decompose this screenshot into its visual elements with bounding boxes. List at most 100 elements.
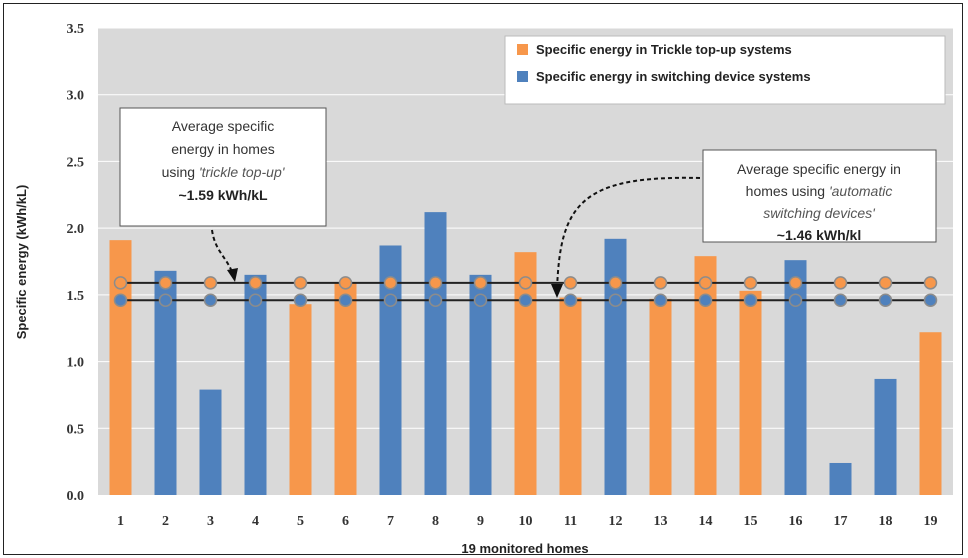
average-marker xyxy=(923,276,938,290)
legend: Specific energy in Trickle top-up system… xyxy=(504,35,946,105)
bar-trickle-home-11 xyxy=(559,297,582,495)
x-tick-label: 3 xyxy=(207,514,214,529)
x-tick-label: 18 xyxy=(879,514,893,529)
annotation-line: Average specific energy in xyxy=(737,161,901,177)
average-marker xyxy=(203,293,218,307)
average-marker xyxy=(248,293,263,307)
bar-trickle-home-10 xyxy=(514,252,537,495)
y-tick-label: 3.5 xyxy=(67,22,85,37)
annotation-line: Average specific xyxy=(172,118,274,134)
annotation-box-switching xyxy=(702,149,937,243)
annotation-line: homes using xyxy=(746,183,829,199)
average-marker xyxy=(293,293,308,307)
average-marker xyxy=(788,276,803,290)
average-marker xyxy=(743,293,758,307)
x-tick-label: 7 xyxy=(387,514,394,529)
x-tick-label: 1 xyxy=(117,514,124,529)
annotation-switching: Average specific energy in homes using 'a… xyxy=(551,149,937,298)
annotation-text-switching: Average specific energy in homes using 'a… xyxy=(737,161,901,243)
y-tick-label: 0.0 xyxy=(67,489,85,504)
y-tick-label: 1.5 xyxy=(67,289,85,304)
x-tick-label: 5 xyxy=(297,514,304,529)
annotation-line: switching devices' xyxy=(763,205,876,221)
bar-switching-home-16 xyxy=(784,260,807,495)
average-marker xyxy=(428,293,443,307)
average-marker xyxy=(473,276,488,290)
x-tick-label: 2 xyxy=(162,514,169,529)
average-marker xyxy=(383,276,398,290)
average-marker xyxy=(113,293,128,307)
x-tick-label: 14 xyxy=(699,514,713,529)
annotation-line: 'trickle top-up' xyxy=(199,164,286,180)
bar-switching-home-7 xyxy=(379,245,402,495)
reference-lines xyxy=(113,276,938,307)
annotation-arrowhead-trickle xyxy=(227,268,238,282)
average-marker xyxy=(788,293,803,307)
x-tick-label: 10 xyxy=(519,514,533,529)
average-marker xyxy=(473,293,488,307)
annotation-box-trickle xyxy=(119,107,327,227)
x-tick-label: 17 xyxy=(834,514,848,529)
x-tick-label: 12 xyxy=(609,514,623,529)
bar-switching-home-9 xyxy=(469,274,492,495)
average-marker xyxy=(653,276,668,290)
annotation-line: ~1.59 kWh/kL xyxy=(178,187,268,203)
legend-label-trickle: Specific energy in Trickle top-up system… xyxy=(536,42,792,57)
average-marker xyxy=(878,293,893,307)
legend-swatch-trickle xyxy=(517,44,528,55)
x-tick-label: 6 xyxy=(342,514,349,529)
average-marker xyxy=(698,276,713,290)
y-tick-label: 3.0 xyxy=(67,89,85,104)
average-marker xyxy=(698,293,713,307)
bars xyxy=(109,212,942,496)
y-tick-label: 2.0 xyxy=(67,222,85,237)
legend-swatch-switching xyxy=(517,71,528,82)
average-marker xyxy=(833,293,848,307)
average-marker xyxy=(743,276,758,290)
x-tick-label: 8 xyxy=(432,514,439,529)
annotation-arrow-switching xyxy=(556,176,701,291)
annotation-text-trickle: Average specific energy in homes using 'tr… xyxy=(162,118,286,203)
average-marker xyxy=(248,276,263,290)
bar-switching-home-4 xyxy=(244,274,267,495)
bar-switching-home-2 xyxy=(154,270,177,495)
y-axis-label: Specific energy (kWh/kL) xyxy=(14,185,29,340)
bar-trickle-home-14 xyxy=(694,256,717,495)
average-marker xyxy=(563,276,578,290)
legend-box xyxy=(504,35,946,105)
y-tick-labels: 0.0 0.5 1.0 1.5 2.0 2.5 3.0 3.5 xyxy=(67,22,85,504)
legend-label-switching: Specific energy in switching device syst… xyxy=(536,69,811,84)
bar-switching-home-3 xyxy=(199,389,222,495)
bar-switching-home-8 xyxy=(424,212,447,496)
average-marker xyxy=(158,293,173,307)
bar-trickle-home-15 xyxy=(739,290,762,495)
x-tick-label: 11 xyxy=(564,514,577,529)
average-marker xyxy=(113,276,128,290)
average-marker xyxy=(338,293,353,307)
x-tick-label: 13 xyxy=(654,514,668,529)
average-marker xyxy=(158,276,173,290)
x-tick-label: 9 xyxy=(477,514,484,529)
average-marker xyxy=(338,276,353,290)
average-marker xyxy=(608,293,623,307)
average-marker xyxy=(518,293,533,307)
x-tick-label: 4 xyxy=(252,514,259,529)
annotation-arrowhead-switching xyxy=(551,284,563,298)
average-marker xyxy=(293,276,308,290)
x-tick-label: 19 xyxy=(924,514,938,529)
x-axis-label: 19 monitored homes xyxy=(461,541,588,556)
bar-switching-home-17 xyxy=(829,462,852,495)
annotation-line: 'automatic xyxy=(829,183,892,199)
average-marker xyxy=(923,293,938,307)
y-tick-label: 0.5 xyxy=(67,422,85,437)
annotation-line: energy in homes xyxy=(171,141,275,157)
annotation-line: ~1.46 kWh/kl xyxy=(777,227,861,243)
bar-trickle-home-19 xyxy=(919,332,942,495)
annotation-line: using xyxy=(162,164,199,180)
bar-trickle-home-5 xyxy=(289,304,312,495)
bar-trickle-home-6 xyxy=(334,282,357,495)
y-tick-label: 1.0 xyxy=(67,356,85,371)
annotation-trickle: Average specific energy in homes using 'tr… xyxy=(119,107,327,282)
bar-trickle-home-13 xyxy=(649,298,672,495)
